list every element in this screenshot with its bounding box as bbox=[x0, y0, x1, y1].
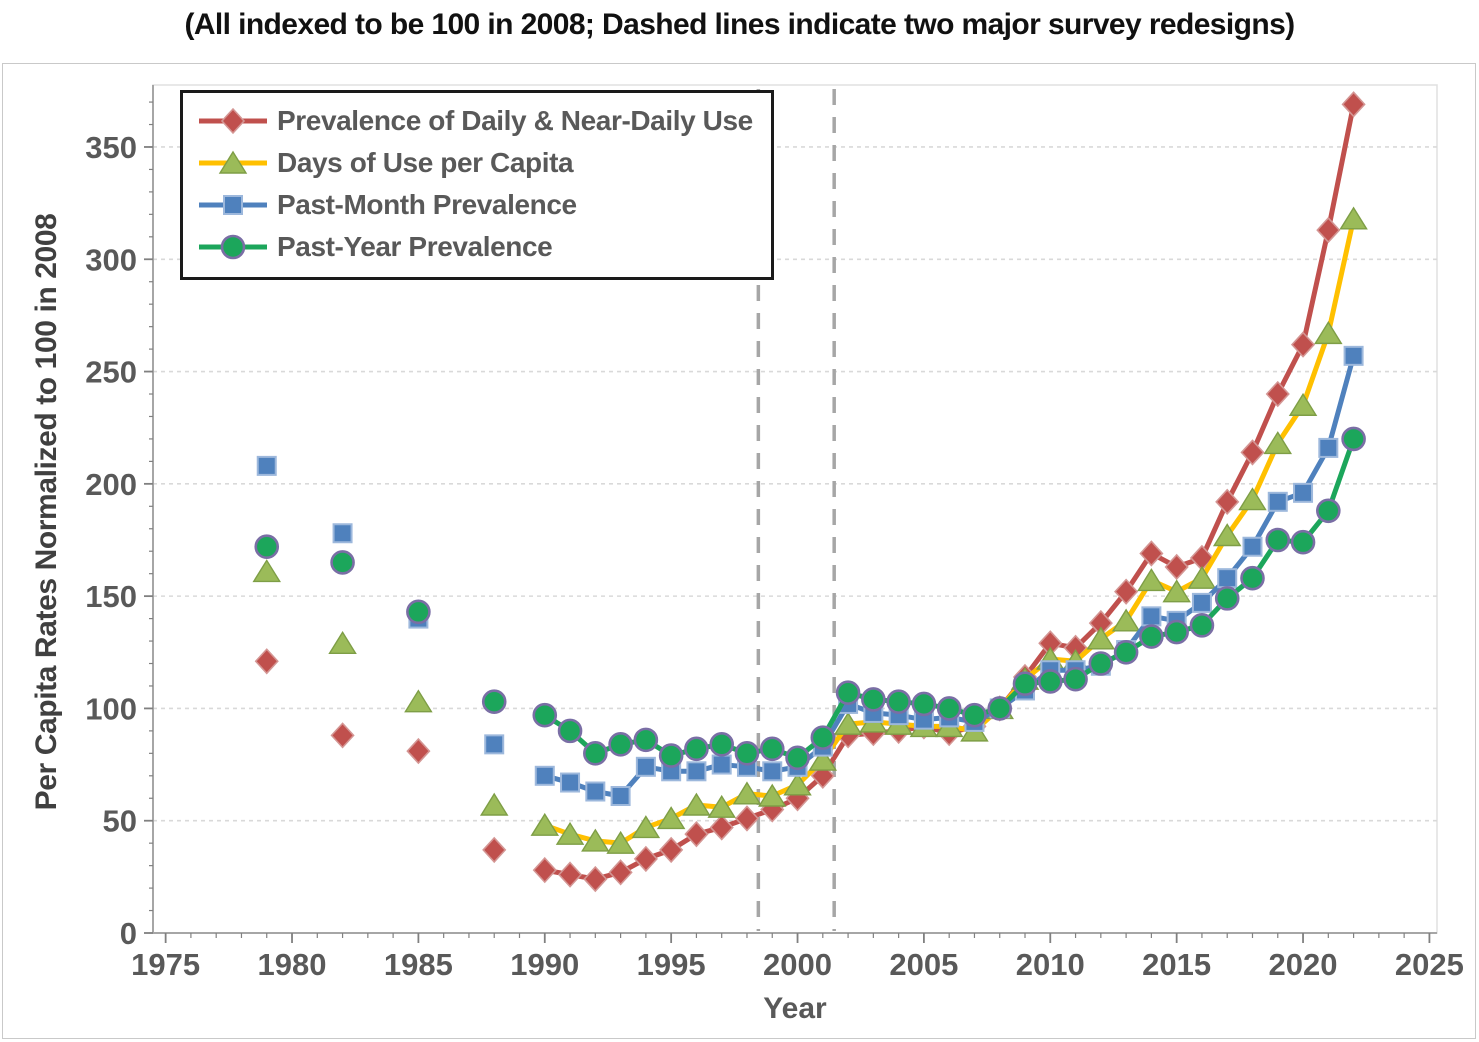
legend-circle-marker-sample bbox=[199, 234, 267, 260]
y-tick-label: 250 bbox=[85, 355, 137, 390]
x-axis-title: Year bbox=[763, 992, 827, 1025]
legend-item-past-month-prevalence: Past-Month Prevalence bbox=[197, 185, 753, 225]
legend-label: Past-Month Prevalence bbox=[277, 189, 577, 220]
y-tick-label: 100 bbox=[85, 691, 137, 726]
y-tick-label: 150 bbox=[85, 579, 137, 614]
legend-triangle-marker-sample bbox=[199, 150, 267, 174]
x-tick-label: 2020 bbox=[1269, 947, 1338, 982]
x-tick-label: 2025 bbox=[1395, 947, 1464, 982]
legend-square-marker-sample bbox=[199, 195, 267, 215]
x-tick-label: 2010 bbox=[1016, 947, 1085, 982]
x-tick-label: 1985 bbox=[384, 947, 453, 982]
axes bbox=[152, 85, 1437, 934]
x-tick-label: 2005 bbox=[889, 947, 958, 982]
legend-diamond-marker-sample bbox=[199, 107, 267, 135]
x-tick-label: 2015 bbox=[1142, 947, 1211, 982]
x-tick-label: 2000 bbox=[763, 947, 832, 982]
chart-title: (All indexed to be 100 in 2008; Dashed l… bbox=[184, 8, 1295, 41]
y-tick-label: 200 bbox=[85, 467, 137, 502]
x-tick-label: 1980 bbox=[258, 947, 327, 982]
y-tick-label: 300 bbox=[85, 242, 137, 277]
y-tick-label: 50 bbox=[103, 804, 137, 839]
x-tick-label: 1975 bbox=[131, 947, 200, 982]
y-axis-ticks: 0 50 100 150 200 250 300 350 bbox=[85, 101, 153, 951]
legend-label: Days of Use per Capita bbox=[277, 147, 574, 178]
gridlines bbox=[153, 146, 1437, 822]
series-past-year-prevalence bbox=[254, 426, 1366, 771]
y-axis-title: Per Capita Rates Normalized to 100 in 20… bbox=[30, 213, 63, 811]
legend: Prevalence of Daily & Near-Daily Use Days… bbox=[180, 90, 774, 280]
legend-item-days-of-use-per-capita: Days of Use per Capita bbox=[197, 143, 753, 183]
x-tick-label: 1995 bbox=[637, 947, 706, 982]
series-markers-past-year-prevalence bbox=[254, 426, 1366, 771]
legend-item-prevalence-of-daily-near-daily-use: Prevalence of Daily & Near-Daily Use bbox=[197, 101, 753, 141]
x-tick-label: 1990 bbox=[510, 947, 579, 982]
legend-label: Prevalence of Daily & Near-Daily Use bbox=[277, 105, 753, 136]
y-tick-label: 350 bbox=[85, 130, 137, 165]
y-tick-label: 0 bbox=[120, 916, 137, 951]
legend-label: Past-Year Prevalence bbox=[277, 231, 553, 262]
x-axis-ticks: 1975 1980 1985 1990 1995 2000 2005 2010 2015 2020… bbox=[131, 933, 1464, 982]
legend-item-past-year-prevalence: Past-Year Prevalence bbox=[197, 227, 753, 267]
